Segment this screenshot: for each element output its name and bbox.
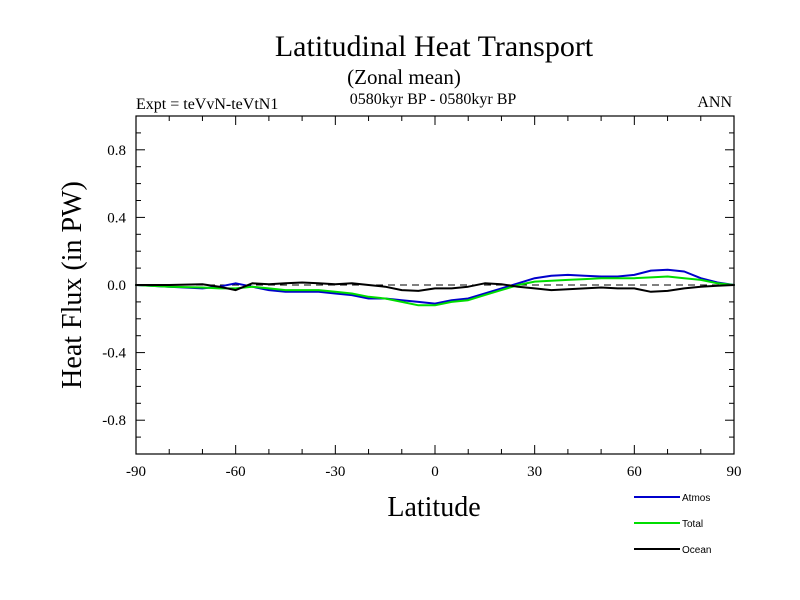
series-layer: [135, 268, 735, 307]
experiment-label: Expt = teVvN-teVtN1: [136, 96, 278, 113]
x-tick-label: -30: [325, 464, 345, 480]
y-tick-label: 0.0: [107, 278, 126, 294]
x-tick-label: -90: [126, 464, 146, 480]
x-tick-label: 60: [627, 464, 642, 480]
x-axis-label: Latitude: [387, 492, 480, 523]
y-tick-label: -0.8: [102, 413, 126, 429]
period-label: 0580kyr BP - 0580kyr BP: [350, 91, 517, 108]
axis-ticks: -90 -60 -30 0 30 60 90 -0.8 -0.4 0.0 0.4 0.8: [102, 116, 742, 480]
y-tick-label: 0.8: [107, 143, 126, 159]
x-tick-label: 0: [431, 464, 439, 480]
series-line-total: [135, 275, 735, 307]
chart-subtitle: (Zonal mean): [347, 65, 461, 89]
x-tick-label: -60: [226, 464, 246, 480]
season-label: ANN: [697, 94, 732, 111]
plot-frame: [135, 115, 735, 455]
legend-label-ocean: Ocean: [682, 545, 711, 556]
series-line-ocean: [135, 281, 735, 293]
y-tick-label: 0.4: [107, 210, 126, 226]
y-axis-label: Heat Flux (in PW): [57, 181, 88, 389]
series-line-atmos: [135, 268, 735, 305]
legend-label-total: Total: [682, 519, 703, 530]
legend: Atmos Total Ocean: [634, 493, 711, 556]
x-tick-label: 30: [527, 464, 542, 480]
legend-label-atmos: Atmos: [682, 493, 710, 504]
x-tick-label: 90: [727, 464, 742, 480]
y-tick-label: -0.4: [102, 346, 126, 362]
chart-title: Latitudinal Heat Transport: [275, 30, 594, 63]
